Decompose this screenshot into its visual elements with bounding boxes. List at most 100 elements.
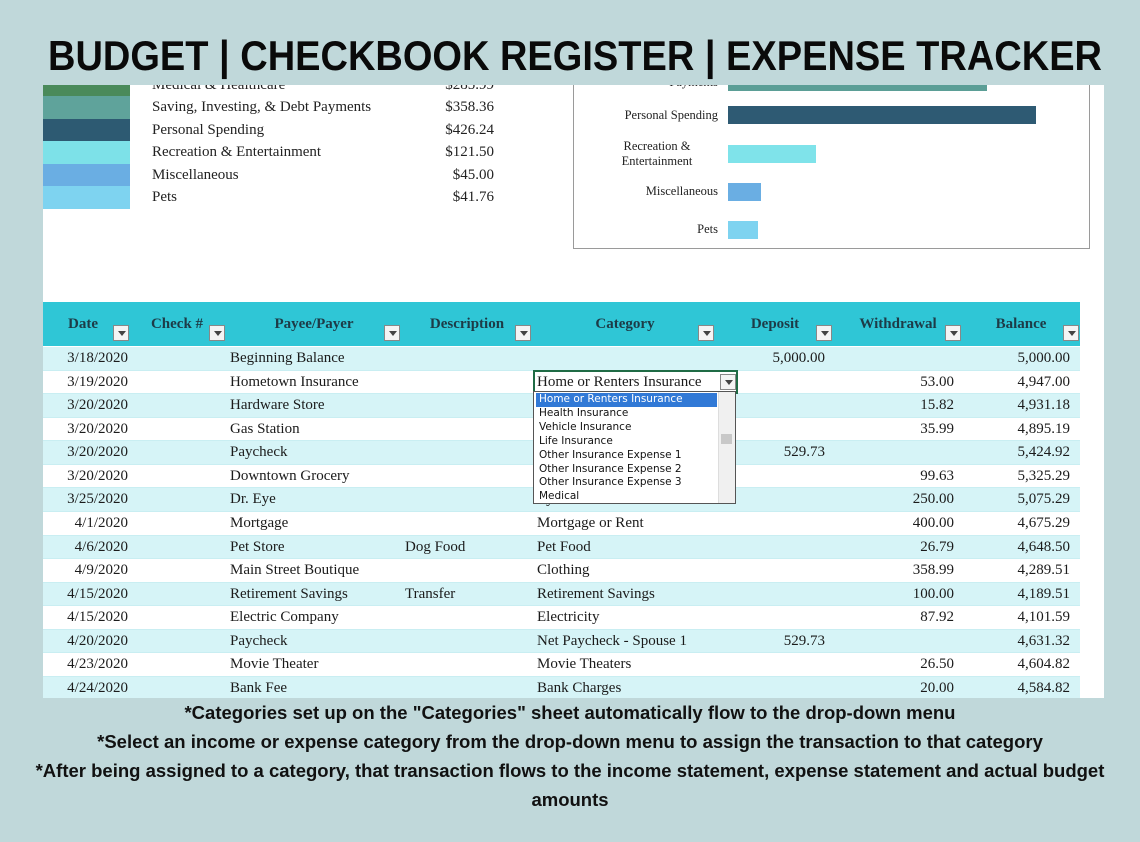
filter-button[interactable] — [698, 325, 714, 341]
table-cell: 4/1/2020 — [74, 514, 128, 531]
table-cell: 529.73 — [783, 632, 825, 649]
table-row — [43, 582, 1080, 607]
table-cell: 99.63 — [920, 467, 954, 484]
legend-category: Pets — [152, 189, 178, 206]
dropdown-item[interactable]: Medical — [539, 490, 580, 503]
table-cell: 4,675.29 — [1017, 514, 1071, 531]
dropdown-item[interactable]: Vehicle Insurance — [539, 420, 632, 433]
table-cell: 4,631.32 — [1017, 632, 1071, 649]
bar-label: Payments — [596, 85, 718, 98]
table-cell: 4,947.00 — [1017, 373, 1071, 390]
table-cell: 4,895.19 — [1017, 420, 1071, 437]
legend-swatch — [43, 96, 130, 119]
column-header: Category — [595, 316, 655, 332]
legend-category: Medical & Healthcare — [152, 85, 285, 96]
table-cell: Dog Food — [405, 538, 466, 555]
scrollbar — [718, 392, 735, 503]
dropdown-item[interactable]: Home or Renters Insurance — [536, 393, 717, 407]
column-header: Description — [429, 316, 505, 332]
column-header: Date — [68, 316, 98, 332]
bar — [728, 144, 816, 163]
table-cell: 4/23/2020 — [67, 656, 128, 673]
note: *After being assigned to a category, tha… — [35, 760, 1105, 810]
filter-button[interactable] — [209, 325, 225, 341]
table-cell: Bank Charges — [537, 679, 622, 696]
filter-button[interactable] — [945, 325, 961, 341]
bar — [728, 182, 761, 201]
dropdown-item[interactable]: Life Insurance — [539, 434, 613, 447]
table-cell: Net Paycheck - Spouse 1 — [537, 632, 687, 649]
table-cell: 53.00 — [920, 373, 954, 390]
chart-frame — [573, 85, 1090, 249]
column-header: Deposit — [750, 316, 800, 332]
table-row — [43, 559, 1080, 583]
dropdown-item[interactable]: Health Insurance — [539, 406, 629, 419]
table-cell: 5,075.29 — [1017, 491, 1071, 508]
dropdown-button[interactable] — [720, 373, 736, 390]
table-cell: 529.73 — [783, 444, 825, 461]
filter-button[interactable] — [113, 325, 129, 341]
table-cell: 20.00 — [920, 679, 954, 696]
bar — [728, 106, 1036, 124]
table-row — [43, 629, 1080, 654]
table-cell: Hardware Store — [230, 397, 325, 414]
legend-amount: $41.76 — [452, 189, 494, 206]
legend-swatch — [43, 141, 130, 164]
filter-button[interactable] — [515, 325, 531, 341]
table-cell: 87.92 — [920, 609, 954, 626]
scroll-thumb[interactable] — [721, 434, 732, 444]
table-row — [43, 676, 1080, 698]
table-cell: Electric Company — [230, 609, 339, 626]
table-cell: 4/9/2020 — [74, 562, 128, 579]
dropdown-item[interactable]: Other Insurance Expense 2 — [539, 462, 682, 475]
filter-button[interactable] — [816, 325, 832, 341]
table-cell: Transfer — [405, 585, 456, 602]
legend-amount: $45.00 — [452, 166, 494, 183]
bar-label: Miscellaneous — [645, 184, 718, 198]
table-cell: 3/20/2020 — [67, 467, 128, 484]
table-cell: 26.79 — [920, 538, 954, 555]
table-cell: 4/15/2020 — [67, 609, 128, 626]
legend-category: Personal Spending — [152, 121, 265, 138]
column-header: Withdrawal — [859, 316, 937, 332]
table-cell: Retirement Savings — [230, 585, 348, 602]
table-cell: 5,424.92 — [1017, 444, 1071, 461]
table-cell: 3/20/2020 — [67, 444, 128, 461]
column-header: Balance — [995, 316, 1047, 332]
table-cell: Pet Food — [537, 538, 591, 555]
legend-swatch — [43, 85, 130, 97]
table-cell: 3/25/2020 — [67, 491, 128, 508]
table-cell: 3/18/2020 — [67, 350, 128, 366]
legend-amount: $426.24 — [445, 121, 494, 138]
column-header: Payee/Payer — [274, 316, 354, 332]
dropdown-item[interactable]: Other Insurance Expense 3 — [539, 476, 682, 489]
bar-label: Recreation & Entertainment — [621, 138, 693, 168]
table-cell: 4,604.82 — [1017, 656, 1071, 673]
table-cell: 4/20/2020 — [67, 632, 128, 649]
bar — [728, 85, 987, 91]
table-row — [43, 606, 1080, 630]
bar — [728, 220, 759, 239]
page-title: BUDGET | CHECKBOOK REGISTER | EXPENSE TR… — [48, 32, 1102, 80]
filter-button[interactable] — [384, 325, 400, 341]
table-cell: Hometown Insurance — [230, 373, 359, 390]
table-cell: 3/20/2020 — [67, 420, 128, 437]
table-cell: Retirement Savings — [537, 585, 655, 602]
table-cell: 358.99 — [912, 562, 954, 579]
table-cell: 4,648.50 — [1017, 538, 1071, 555]
dropdown-item[interactable]: Other Insurance Expense 1 — [539, 448, 682, 461]
bar-label: Pets — [697, 222, 718, 236]
table-cell: 100.00 — [912, 585, 954, 602]
table-cell: Movie Theater — [230, 656, 319, 673]
table-cell: Electricity — [537, 609, 600, 626]
filter-button[interactable] — [1063, 325, 1079, 341]
table-cell: Movie Theaters — [537, 656, 632, 673]
table-cell: 4/15/2020 — [67, 585, 128, 602]
table-cell: 4/24/2020 — [67, 679, 128, 696]
table-cell: 26.50 — [920, 656, 954, 673]
table-cell: 4,289.51 — [1017, 562, 1071, 579]
table-cell: 4,931.18 — [1017, 397, 1071, 414]
bar-label: Personal Spending — [624, 107, 718, 122]
legend-swatch — [43, 186, 130, 209]
